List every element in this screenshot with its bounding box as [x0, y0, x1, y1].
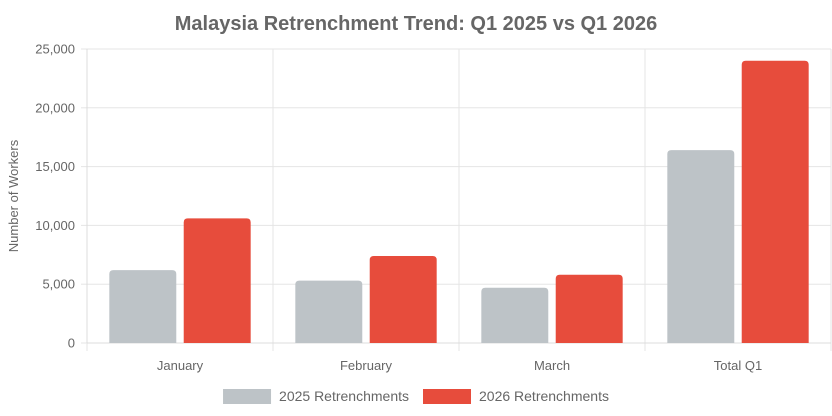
y-axis-label: Number of Workers: [6, 139, 21, 252]
bar-2026-retrenchments-february: [369, 255, 437, 343]
y-tick-label: 0: [68, 336, 75, 351]
chart-title: Malaysia Retrenchment Trend: Q1 2025 vs …: [175, 13, 657, 35]
x-tick-labels: January February March Total Q1: [157, 358, 762, 373]
bar-2026-retrenchments-total-q1: [741, 60, 809, 343]
bar-2026-retrenchments-january: [183, 218, 251, 343]
legend-label: 2026 Retrenchments: [479, 388, 609, 404]
x-tick-label: Total Q1: [714, 358, 762, 373]
bar-2026-retrenchments-march: [555, 274, 623, 343]
x-tick-label: February: [340, 358, 393, 373]
bar-2025-retrenchments-total-q1: [667, 150, 735, 343]
y-tick-label: 10,000: [35, 218, 75, 233]
y-tick-label: 25,000: [35, 42, 75, 57]
legend: 2025 Retrenchments 2026 Retrenchments: [223, 388, 609, 404]
bar-2025-retrenchments-march: [481, 287, 549, 343]
y-tick-label: 15,000: [35, 159, 75, 174]
bar-2025-retrenchments-february: [295, 280, 363, 343]
x-tick-label: March: [534, 358, 570, 373]
legend-swatch: [423, 389, 471, 404]
legend-label: 2025 Retrenchments: [279, 388, 409, 404]
x-tick-label: January: [157, 358, 204, 373]
bars: [109, 60, 809, 343]
y-tick-label: 20,000: [35, 100, 75, 115]
y-tick-labels: 0 5,000 10,000 15,000 20,000 25,000: [35, 42, 75, 351]
legend-swatch: [223, 389, 272, 404]
y-tick-label: 5,000: [42, 277, 75, 292]
bar-2025-retrenchments-january: [109, 270, 177, 343]
